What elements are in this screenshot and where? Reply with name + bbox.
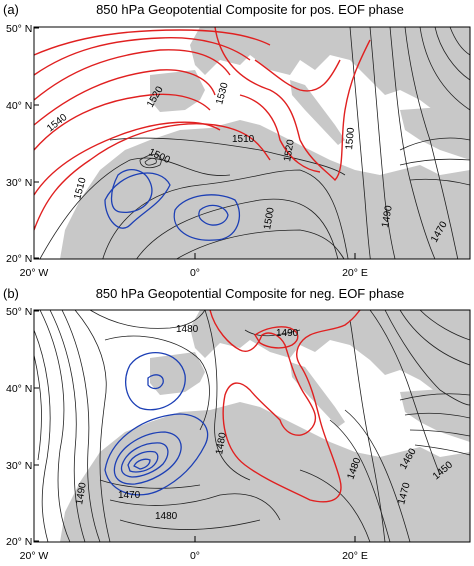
panel-b-contour-label: 1480 xyxy=(155,511,178,522)
panel-a-x-tick: 20° W xyxy=(20,267,49,279)
panel-a-y-tick: 30° N xyxy=(6,177,32,189)
panel-b-contour-label: 1470 xyxy=(118,490,141,501)
panel-a-contour-label: 1500 xyxy=(262,206,277,230)
panel-a-y-tick: 40° N xyxy=(6,100,32,112)
panel-a-contour-label: 1510 xyxy=(232,134,255,145)
panel-b-land-africa xyxy=(60,402,470,542)
panel-b-land-italy xyxy=(290,362,345,427)
panel-a-x-tick: 20° E xyxy=(342,267,368,279)
panel-a-contour-label: 1540 xyxy=(45,112,70,135)
panel-a-y-tick: 20° N xyxy=(6,253,32,265)
panel-a-land-italy xyxy=(290,80,345,145)
panel-a-map xyxy=(34,27,470,259)
panel-a-frame xyxy=(33,26,471,260)
panel-a-ticks xyxy=(33,27,356,259)
panel-a-x-tick: 0° xyxy=(190,267,200,279)
panel-a-land-africa xyxy=(60,120,470,259)
panel-b-y-tick: 30° N xyxy=(6,460,32,472)
panel-b-ticks xyxy=(33,310,356,542)
panel-b-title: 850 hPa Geopotential Composite for neg. … xyxy=(96,286,405,301)
panel-b-map xyxy=(34,310,470,542)
panel-a-y-tick: 50° N xyxy=(6,23,32,35)
panel-b-y-tick: 40° N xyxy=(6,383,32,395)
panel-a-land-iberia xyxy=(150,70,205,112)
panel-a-contour-label: 1530 xyxy=(214,81,230,106)
panel-b-y-tick: 20° N xyxy=(6,536,32,548)
panel-b-contour-label: 1480 xyxy=(176,324,199,335)
panel-b-x-tick: 0° xyxy=(190,550,200,562)
panel-b-label: (b) xyxy=(3,286,19,301)
panel-b-frame xyxy=(33,309,471,543)
panel-a-title: 850 hPa Geopotential Composite for pos. … xyxy=(96,2,404,17)
panel-a-label: (a) xyxy=(3,2,19,17)
panel-b-contour-label: 1490 xyxy=(74,481,89,505)
panel-a-land-mideast xyxy=(400,105,470,160)
panel-a-contour-label: 1490 xyxy=(380,204,395,228)
panel-b-y-tick: 50° N xyxy=(6,306,32,318)
panel-b: (b) 850 hPa Geopotential Composite for n… xyxy=(3,286,471,562)
panel-b-x-tick: 20° W xyxy=(20,550,49,562)
panel-b-land-iberia xyxy=(150,352,205,395)
panel-a: (a) 850 hPa Geopotential Composite for p… xyxy=(3,2,471,279)
panel-b-contour-label: 1490 xyxy=(276,328,299,339)
panel-b-x-tick: 20° E xyxy=(342,550,368,562)
panel-a-contour-label: 1500 xyxy=(344,127,357,151)
panel-b-contour-label: 1480 xyxy=(214,431,229,455)
panel-a-contour-label: 1520 xyxy=(282,138,297,162)
panel-a-land-europe xyxy=(190,27,470,140)
panel-b-land-mideast xyxy=(400,387,470,442)
